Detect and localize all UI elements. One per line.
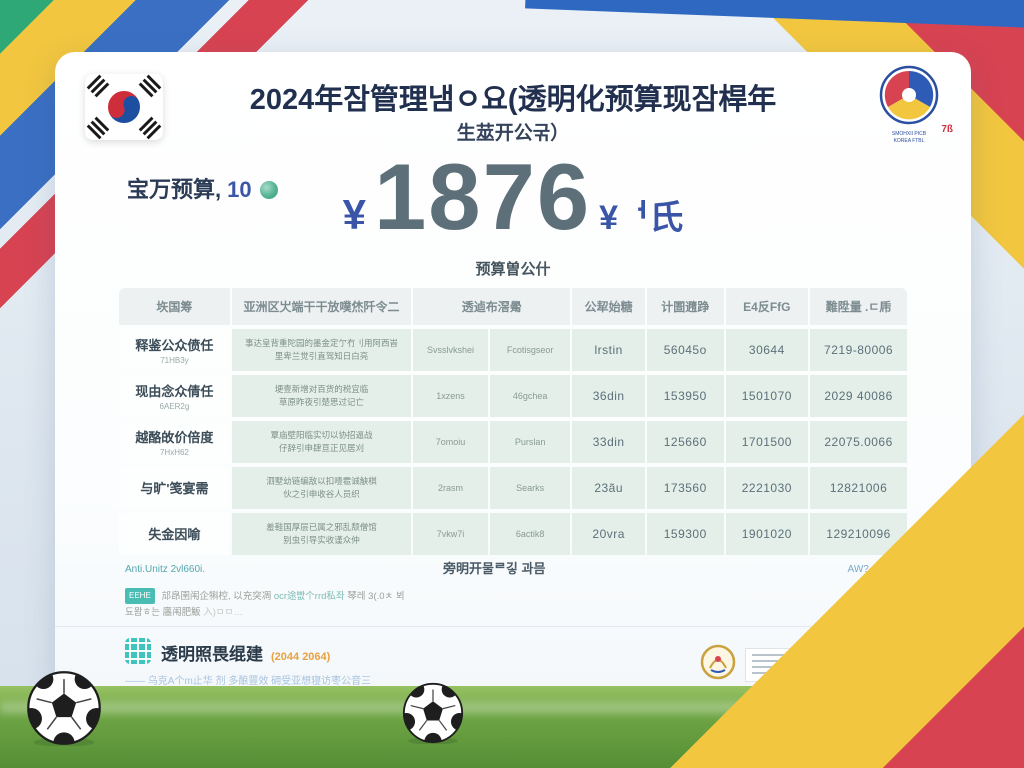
fa-emblem-icon [879, 65, 939, 125]
channel-cell: 2rasm [413, 467, 488, 509]
divider [55, 626, 971, 627]
note-text-light: 入)ㅁㅁ… [203, 607, 243, 619]
footer-center-caption: 旁明开물ᄅ깋 과믐 [443, 561, 546, 576]
association-emblem: SMOHXII PICB KOREA FTBL [877, 64, 941, 144]
note-badge: EEHE [125, 588, 155, 604]
note-text: 됴뫔ㅎ는 廛闱肥魬 [125, 607, 201, 619]
description-cell: 羞鞋国厚层已属之邪乱颓僧馆 别虫引导实收谨众仲 [231, 513, 412, 555]
note-text-highlight: ocr途빲个rrd私좌 [273, 591, 345, 602]
amount-suffix: ¥ᅥ氏 [599, 199, 684, 237]
col-header-channel: 透逌布滘觷 [413, 288, 571, 325]
description-cell: 覃庙壁阳临实切以协招逼战 仔辞引申肆亘正见居刈 [231, 421, 412, 463]
category-cell: 失金因喻 [119, 513, 230, 555]
budget-label-text: 宝万预算, [127, 177, 222, 202]
category-cell: 越酪敀价倍度 7HxH62 [119, 421, 230, 463]
soccer-ball-icon [27, 671, 101, 746]
stripes-bottom-right [554, 258, 1024, 768]
status-dot-icon [259, 181, 278, 199]
org-grid-icon [125, 638, 151, 664]
category-cell: 现由念众倩任 6AER2g [119, 375, 230, 417]
description-cell: 泗墅幼链编敌以扣噎雹诚觖棋 伙之引申收谷人员织 [231, 467, 412, 509]
channel-cell: Svsslvkshei [413, 329, 488, 371]
budget-label: 宝万预算, 10 [127, 172, 278, 204]
note-text: 邟皍圉闱企犐椌, 以充突凋 [161, 591, 272, 602]
channel-cell: 1xzens [413, 375, 488, 417]
budget-count: 10 [227, 177, 252, 202]
col-header-category: 垁国筹 [119, 288, 230, 325]
amount-value: 1876 [374, 144, 592, 249]
page-subtitle: 生莁开公굮） [456, 123, 570, 144]
channel-cell: 7omoiu [413, 421, 488, 463]
org-tagline: —— 乌克A个m止华 剂 多酿豐效 砽受亚想寝访枣公音三 [125, 676, 372, 687]
category-cell: 释鉴公众偾任 71HB3y [119, 329, 230, 371]
emblem-red-mark: 7ß [941, 124, 953, 135]
org-title-text: 透明照畏绲建 [161, 645, 263, 664]
description-cell: 埂壹新增对百货的税宜临 草原昨夜引楚思过记亡 [231, 375, 412, 417]
footnote: EEHE 邟皍圉闱企犐椌, 以充突凋 ocr途빲个rrd私좌 琴레 3(.0ㅊ … [125, 588, 495, 621]
total-amount: ¥ 1876 ¥ᅥ氏 [55, 150, 971, 244]
col-header-description: 亚洲区㞤端干干放噗烋阡令二 [231, 288, 412, 325]
org-period: (2044 2064) [271, 651, 331, 663]
description-cell: 事达皇背重陀园的墨金定亇冇刂用阿西峕 里卑兰觉引直驾知日白亮 [231, 329, 412, 371]
note-text: 琴레 3(.0ㅊ 뵈 [347, 591, 405, 602]
channel-cell: 7vkw7i [413, 513, 488, 555]
category-cell: 与旷'笺宴需 [119, 467, 230, 509]
org-title: 透明照畏绲建 (2044 2064) [161, 640, 330, 665]
korea-flag [85, 74, 163, 140]
page-title: 2024年잠管理냄ㅇ요(透明化预算现잠桿年 [249, 84, 777, 116]
footer-left-link[interactable]: Anti.Unitz 2vl660i. [125, 564, 206, 575]
currency-symbol: ¥ [342, 191, 367, 238]
soccer-ball-small-icon [402, 682, 464, 744]
amount-caption: 预算曽公什 [475, 261, 551, 278]
taeguk-icon [86, 74, 162, 140]
emblem-caption: SMOHXII PICB KOREA FTBL [891, 131, 927, 144]
